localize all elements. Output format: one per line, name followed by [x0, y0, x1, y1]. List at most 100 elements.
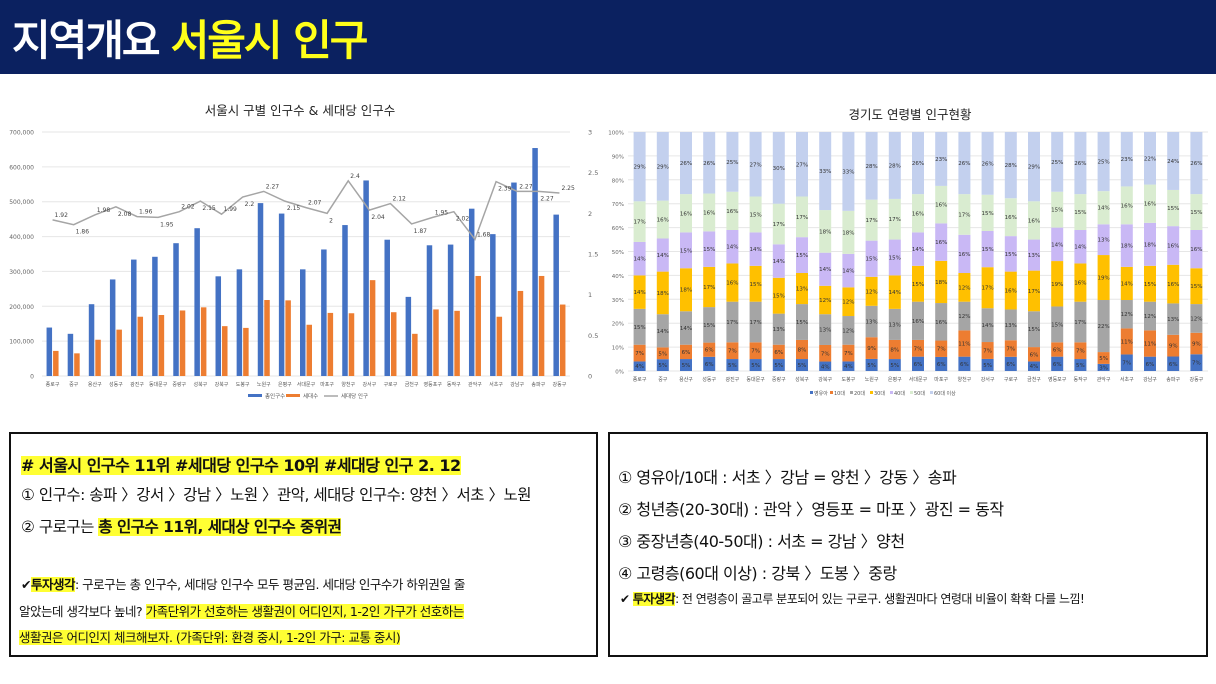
segment-data-label: 5% — [658, 351, 667, 357]
segment-data-label: 15% — [1051, 208, 1063, 214]
y-tick-label: 70% — [612, 202, 624, 208]
stacked-segment — [796, 359, 808, 371]
segment-data-label: 7% — [821, 351, 830, 357]
stacked-segment — [633, 361, 646, 371]
segment-data-label: 14% — [633, 290, 645, 296]
stacked-segment — [981, 342, 994, 359]
y-right-tick-label: 2.5 — [588, 169, 598, 177]
segment-data-label: 15% — [796, 320, 808, 326]
line-data-label: 2.15 — [202, 205, 216, 212]
segment-data-label: 29% — [1028, 165, 1040, 171]
y-left-tick-label: 0 — [30, 374, 34, 381]
bar-total-population — [88, 304, 95, 376]
stacked-segment — [633, 308, 646, 345]
chart-title: 경기도 연령별 인구현황 — [849, 107, 972, 122]
segment-data-label: 26% — [703, 161, 715, 167]
y-left-tick-label: 100,000 — [9, 339, 34, 346]
bar-households — [179, 310, 186, 376]
stacked-segment — [842, 287, 855, 317]
segment-data-label: 18% — [1121, 244, 1133, 250]
stacked-segment — [772, 313, 785, 345]
segment-data-label: 16% — [680, 211, 692, 217]
stacked-segment — [888, 198, 901, 240]
stacked-segment — [912, 265, 924, 302]
stacked-segment — [865, 337, 878, 359]
line-data-label: 2.27 — [519, 183, 533, 190]
check-icon: ✔ — [620, 592, 630, 606]
segment-data-label: 15% — [1051, 322, 1063, 328]
line-data-label: 2.12 — [392, 196, 406, 203]
bar-total-population — [342, 225, 348, 376]
segment-data-label: 6% — [914, 362, 923, 368]
bar-households — [158, 315, 165, 376]
bar-total-population — [384, 239, 390, 376]
stacked-segment — [1051, 342, 1064, 357]
bar-total-population — [257, 203, 264, 376]
segment-data-label: 6% — [682, 350, 691, 356]
x-tick-label: 성북구 — [795, 376, 809, 383]
y-tick-label: 30% — [612, 298, 624, 304]
x-tick-label: 중랑구 — [772, 376, 786, 383]
stacked-segment — [1144, 184, 1156, 223]
stacked-segment — [1097, 191, 1110, 225]
segment-data-label: 19% — [1051, 282, 1063, 288]
y-tick-label: 100% — [608, 131, 624, 137]
x-tick-label: 금천구 — [405, 381, 419, 388]
stacked-segment — [1074, 194, 1087, 230]
segment-data-label: 12% — [842, 300, 854, 306]
stacked-segment — [1120, 186, 1133, 225]
stacked-segment — [842, 316, 855, 345]
bar-total-population — [468, 208, 475, 376]
segment-data-label: 15% — [912, 282, 924, 288]
y-left-tick-label: 700,000 — [9, 130, 34, 137]
stacked-segment — [726, 342, 739, 360]
segment-data-label: 17% — [726, 320, 738, 326]
segment-data-label: 16% — [703, 210, 715, 216]
segment-data-label: 15% — [703, 247, 715, 253]
stacked-segment — [1051, 227, 1064, 262]
stacked-segment — [1120, 132, 1133, 187]
line-data-label: 2.4 — [350, 173, 360, 180]
x-tick-label: 동대문구 — [746, 376, 765, 383]
segment-data-label: 33% — [842, 169, 854, 175]
x-tick-label: 강동구 — [553, 381, 567, 388]
segment-data-label: 14% — [819, 267, 831, 273]
bar-total-population — [215, 276, 222, 376]
summary-item-2-highlight: 총 인구수 11위, 세대상 인구수 중위권 — [98, 518, 342, 536]
segment-data-label: 7% — [635, 351, 644, 357]
segment-data-label: 7% — [1076, 349, 1085, 355]
stacked-segment — [772, 203, 785, 245]
segment-data-label: 25% — [1051, 160, 1063, 166]
stacked-segment — [772, 277, 785, 314]
x-tick-label: 강서구 — [981, 376, 995, 383]
stacked-segment — [680, 194, 692, 233]
age-item-1: ① 영유아/10대 : 서초 〉강남 = 양천 〉강동 〉송파 — [618, 468, 957, 487]
stacked-segment — [819, 361, 832, 371]
line-data-label: 1.98 — [97, 207, 111, 214]
x-tick-label: 서대문구 — [297, 381, 316, 388]
stacked-segment — [888, 239, 901, 276]
stacked-segment — [981, 308, 994, 343]
age-distribution-chart: 경기도 연령별 인구현황 0% 10% 20% 30% 40% 50% 60% 70% 80% 90… — [600, 95, 1216, 405]
segment-data-label: 13% — [889, 322, 901, 328]
legend-swatch — [248, 394, 262, 397]
stacked-segment — [888, 275, 901, 309]
age-investment-note: ✔ 투자생각: 전 연령층이 골고루 분포되어 있는 구로구. 생활권마다 연령… — [620, 590, 1085, 607]
stacked-segment — [749, 342, 762, 360]
stacked-segment — [958, 301, 971, 331]
segment-data-label: 13% — [1028, 253, 1040, 259]
stacked-segment — [842, 344, 855, 362]
stacked-segment — [912, 232, 924, 266]
stacked-segment — [1074, 263, 1087, 302]
stacked-segment — [958, 330, 971, 357]
stacked-segment — [1144, 301, 1156, 331]
stacked-segment — [1097, 300, 1110, 353]
segment-data-label: 15% — [981, 247, 993, 253]
bar-total-population — [236, 269, 243, 376]
segment-data-label: 7% — [914, 346, 923, 352]
segment-data-label: 16% — [1005, 289, 1017, 295]
stacked-segment — [958, 234, 971, 274]
stacked-segment — [1004, 356, 1017, 371]
segment-data-label: 16% — [726, 281, 738, 287]
stacked-segment — [749, 196, 762, 233]
